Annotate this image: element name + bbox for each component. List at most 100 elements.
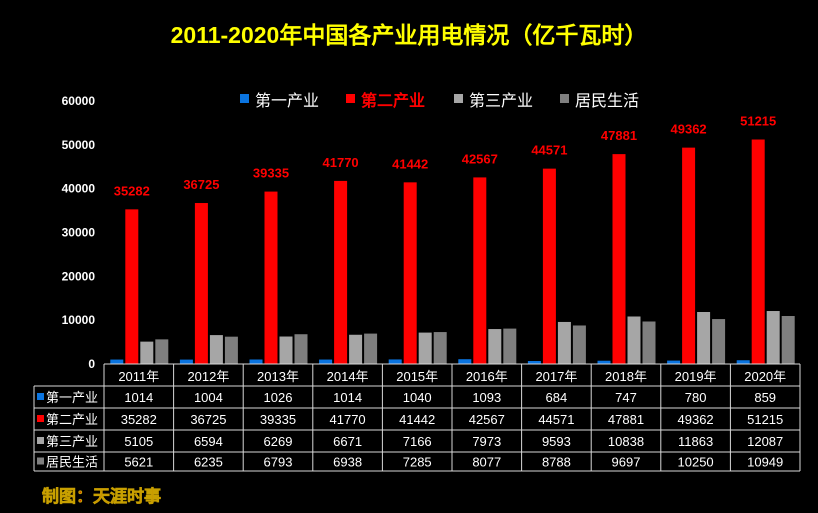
x-category-label: 2019年	[675, 369, 717, 384]
table-cell: 5621	[124, 455, 153, 470]
table-cell: 35282	[121, 412, 157, 427]
table-cell: 9697	[612, 455, 641, 470]
table-cell: 1004	[194, 390, 223, 405]
data-label: 44571	[531, 143, 567, 158]
y-tick-label: 30000	[62, 226, 96, 240]
bar	[572, 325, 586, 364]
bar	[433, 332, 447, 364]
y-tick-label: 0	[88, 357, 95, 371]
table-cell: 6671	[333, 434, 362, 449]
bar	[458, 359, 472, 364]
table-cell: 5105	[124, 434, 153, 449]
table-cell: 47881	[608, 412, 644, 427]
footer-credit: 制图：天涯时事	[42, 487, 162, 507]
bar	[155, 339, 169, 364]
bar	[403, 182, 417, 364]
table-cell: 9593	[542, 434, 571, 449]
x-category-label: 2011年	[118, 369, 159, 384]
bar	[194, 203, 208, 364]
table-cell: 51215	[747, 412, 783, 427]
table-cell: 6793	[264, 455, 293, 470]
bar	[264, 191, 278, 364]
legend-label: 第二产业	[361, 91, 425, 110]
legend-swatch	[346, 94, 355, 103]
x-category-label: 2015年	[396, 369, 438, 384]
y-tick-label: 40000	[62, 182, 96, 196]
bar	[751, 139, 765, 364]
table-cell: 12087	[747, 434, 783, 449]
table-cell: 6938	[333, 455, 362, 470]
table-cell: 1014	[124, 390, 153, 405]
bar	[697, 312, 711, 364]
table-row-label: 第一产业	[46, 390, 98, 405]
bar	[279, 336, 293, 364]
legend-swatch	[560, 94, 569, 103]
bar	[349, 334, 363, 364]
bar	[503, 328, 517, 364]
data-label: 39335	[253, 166, 289, 181]
table-legend-key	[37, 437, 44, 444]
legend-label: 居民生活	[575, 92, 639, 110]
table-cell: 6594	[194, 434, 223, 449]
table-cell: 8077	[472, 455, 501, 470]
table-row-label: 第二产业	[46, 412, 98, 427]
bar	[249, 359, 263, 364]
table-legend-key	[37, 457, 44, 465]
x-category-label: 2012年	[187, 369, 229, 384]
bar	[418, 332, 432, 364]
table-row-label: 第三产业	[46, 434, 98, 449]
table-cell: 747	[615, 390, 637, 405]
bar	[557, 321, 571, 364]
data-label: 36725	[183, 177, 219, 192]
bar	[224, 336, 238, 364]
bar	[527, 361, 541, 364]
bar	[488, 329, 502, 364]
y-tick-label: 10000	[62, 313, 96, 327]
bar	[334, 180, 348, 364]
table-cell: 7166	[403, 434, 432, 449]
x-category-label: 2020年	[744, 369, 786, 384]
table-cell: 7973	[472, 434, 501, 449]
bar	[766, 311, 780, 364]
legend-label: 第三产业	[469, 92, 533, 110]
table-cell: 1014	[333, 390, 362, 405]
bar	[542, 168, 556, 364]
table-cell: 1026	[264, 390, 293, 405]
bar	[736, 360, 750, 364]
table-cell: 780	[685, 390, 707, 405]
table-cell: 6269	[264, 434, 293, 449]
bar	[667, 360, 681, 364]
table-cell: 49362	[678, 412, 714, 427]
bar	[712, 319, 726, 364]
table-cell: 44571	[538, 412, 574, 427]
data-label: 41442	[392, 156, 428, 171]
bar	[612, 154, 626, 364]
bar	[388, 359, 402, 364]
table-cell: 10838	[608, 434, 644, 449]
bar	[140, 341, 154, 364]
bar	[110, 359, 124, 364]
table-cell: 10949	[747, 455, 783, 470]
table-cell: 7285	[403, 455, 432, 470]
x-category-label: 2017年	[535, 369, 577, 384]
table-cell: 41442	[399, 412, 435, 427]
table-cell: 10250	[678, 455, 714, 470]
bar	[473, 177, 487, 364]
data-label: 49362	[671, 122, 707, 137]
bar	[179, 359, 193, 364]
bar	[125, 209, 139, 364]
bar	[597, 360, 611, 364]
legend-swatch	[454, 94, 463, 103]
x-category-label: 2014年	[327, 369, 369, 384]
data-label: 47881	[601, 128, 637, 143]
y-tick-label: 50000	[62, 138, 96, 152]
y-tick-label: 60000	[62, 94, 96, 108]
x-category-label: 2013年	[257, 369, 299, 384]
chart-title: 2011-2020年中国各产业用电情况（亿千瓦时）	[170, 22, 648, 48]
legend-swatch	[240, 94, 249, 103]
bar	[209, 335, 223, 364]
bar	[319, 359, 333, 364]
table-legend-key	[37, 415, 44, 422]
